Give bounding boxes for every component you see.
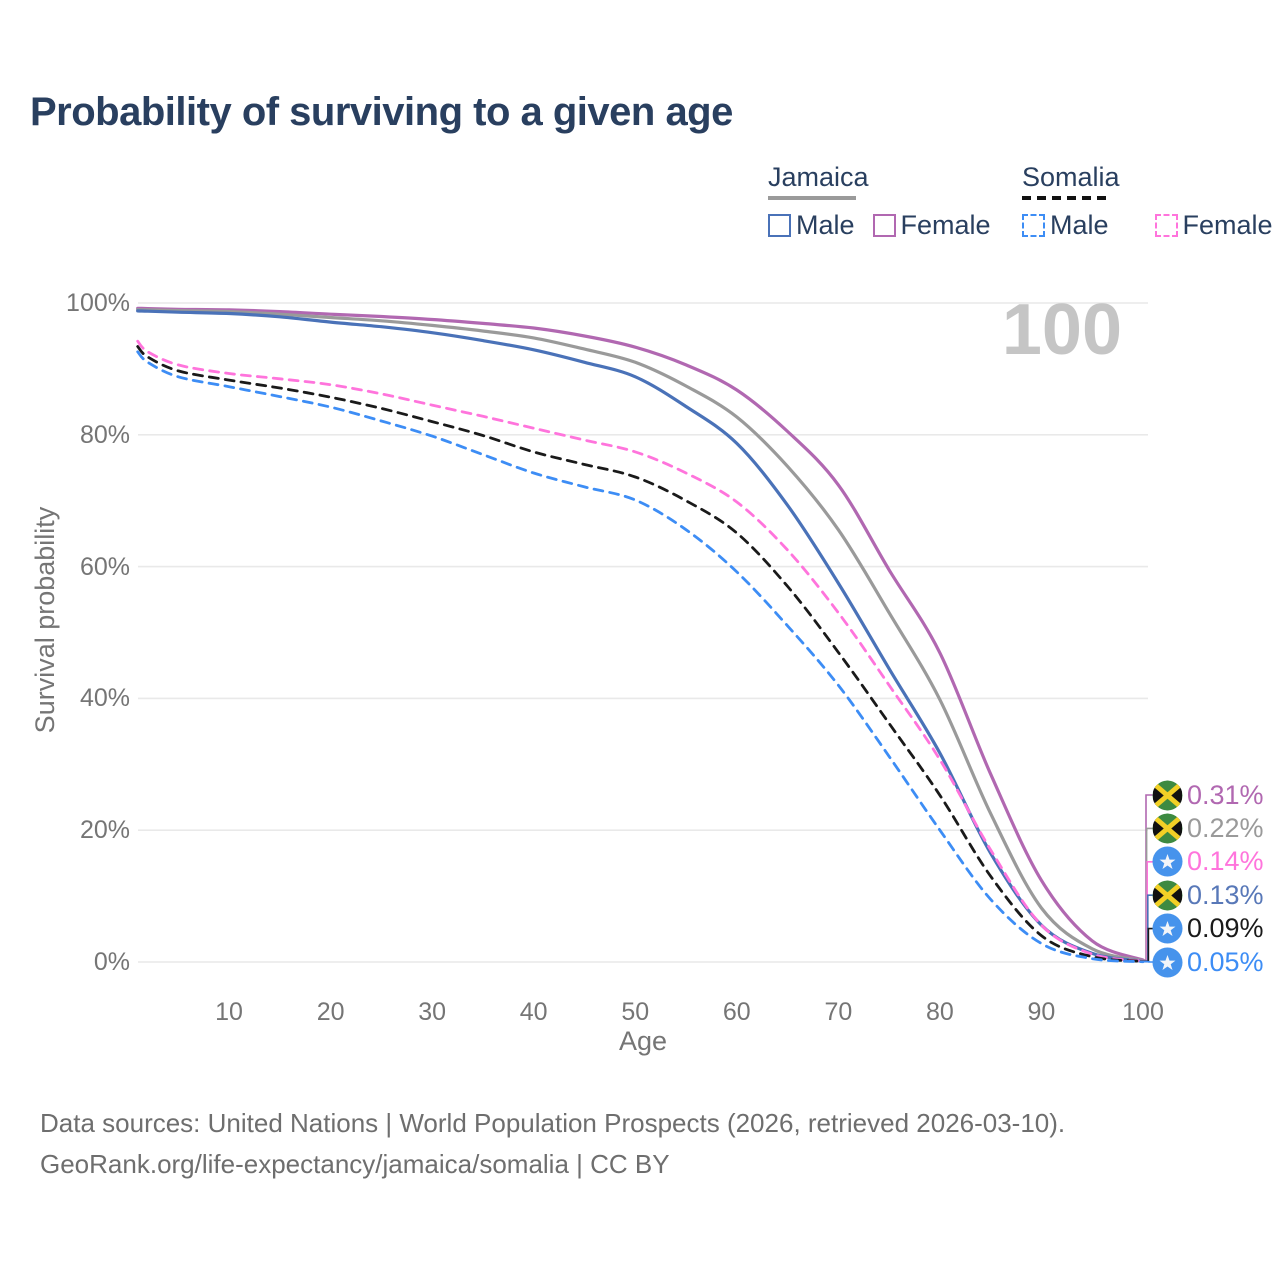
end-label-jamaica-female: 0.31% xyxy=(1152,779,1264,811)
end-label-somalia-female: 0.14% xyxy=(1152,846,1264,878)
series-line-jamaica-both-sexes[interactable] xyxy=(136,308,1145,963)
x-tick-50: 50 xyxy=(621,998,650,1026)
end-label-value: 0.22% xyxy=(1187,812,1264,843)
legend-jamaica-underline xyxy=(768,196,856,200)
legend-label-jamaica-male: Male xyxy=(796,210,855,240)
y-axis-title: Survival probability xyxy=(30,506,60,734)
series-line-jamaica-male[interactable] xyxy=(136,309,1145,963)
x-tick-40: 40 xyxy=(519,998,548,1026)
x-tick-30: 30 xyxy=(418,998,447,1026)
x-tick-10: 10 xyxy=(215,998,243,1026)
y-tick-100pct: 100% xyxy=(66,289,130,317)
legend-checkbox-jamaica-female[interactable] xyxy=(872,214,896,237)
age-watermark: 100 xyxy=(1001,290,1122,370)
x-tick-70: 70 xyxy=(824,998,853,1026)
end-label-value: 0.09% xyxy=(1187,913,1264,944)
page-title: Probability of surviving to a given age xyxy=(30,90,733,134)
end-label-value: 0.14% xyxy=(1187,846,1264,877)
x-tick-60: 60 xyxy=(722,998,751,1026)
legend-jamaica-title: Jamaica xyxy=(768,162,869,192)
end-label-value: 0.31% xyxy=(1187,779,1264,810)
jamaica-flag-icon xyxy=(1152,813,1183,844)
legend-group-somalia: Somalia Male Female xyxy=(1022,162,1273,241)
end-label-jamaica-both-sexes: 0.22% xyxy=(1152,812,1264,844)
footer-data-sources: Data sources: United Nations | World Pop… xyxy=(40,1108,1066,1138)
end-label-somalia-both-sexes: 0.09% xyxy=(1152,913,1264,945)
end-label-somalia-male: 0.05% xyxy=(1152,946,1264,978)
series-line-somalia-both-sexes[interactable] xyxy=(136,345,1145,963)
legend-checkbox-somalia-female[interactable] xyxy=(1154,214,1178,237)
somalia-flag-icon xyxy=(1152,846,1183,877)
y-tick-0pct: 0% xyxy=(93,948,130,976)
legend-label-jamaica-female: Female xyxy=(900,210,991,240)
legend-label-somalia-female: Female xyxy=(1182,210,1273,240)
end-label-value: 0.05% xyxy=(1187,946,1264,977)
x-axis-title: Age xyxy=(618,1026,668,1056)
series-line-somalia-female[interactable] xyxy=(136,339,1145,963)
somalia-flag-icon xyxy=(1152,913,1183,944)
series-line-somalia-male[interactable] xyxy=(136,350,1145,964)
y-tick-80pct: 80% xyxy=(79,420,130,449)
legend-somalia-title: Somalia xyxy=(1022,162,1120,192)
footer-url: GeoRank.org/life-expectancy/jamaica/soma… xyxy=(40,1149,670,1179)
somalia-flag-icon xyxy=(1152,946,1183,978)
jamaica-flag-icon xyxy=(1152,779,1183,811)
x-tick-20: 20 xyxy=(316,998,345,1026)
series-line-jamaica-female[interactable] xyxy=(136,306,1145,962)
end-label-jamaica-male: 0.13% xyxy=(1152,879,1264,911)
legend-somalia-underline xyxy=(1022,196,1110,200)
x-tick-90: 90 xyxy=(1027,998,1056,1026)
y-tick-60pct: 60% xyxy=(79,552,130,581)
legend-group-jamaica: Jamaica Male Female xyxy=(768,162,991,241)
x-tick-100: 100 xyxy=(1122,998,1164,1026)
x-tick-80: 80 xyxy=(925,998,954,1026)
y-tick-40pct: 40% xyxy=(79,684,130,713)
legend-label-somalia-male: Male xyxy=(1050,210,1109,240)
legend-checkbox-jamaica-male[interactable] xyxy=(768,214,791,237)
y-tick-20pct: 20% xyxy=(79,816,130,845)
end-label-value: 0.13% xyxy=(1187,879,1264,910)
legend-checkbox-somalia-male[interactable] xyxy=(1022,214,1045,237)
jamaica-flag-icon xyxy=(1152,880,1183,911)
